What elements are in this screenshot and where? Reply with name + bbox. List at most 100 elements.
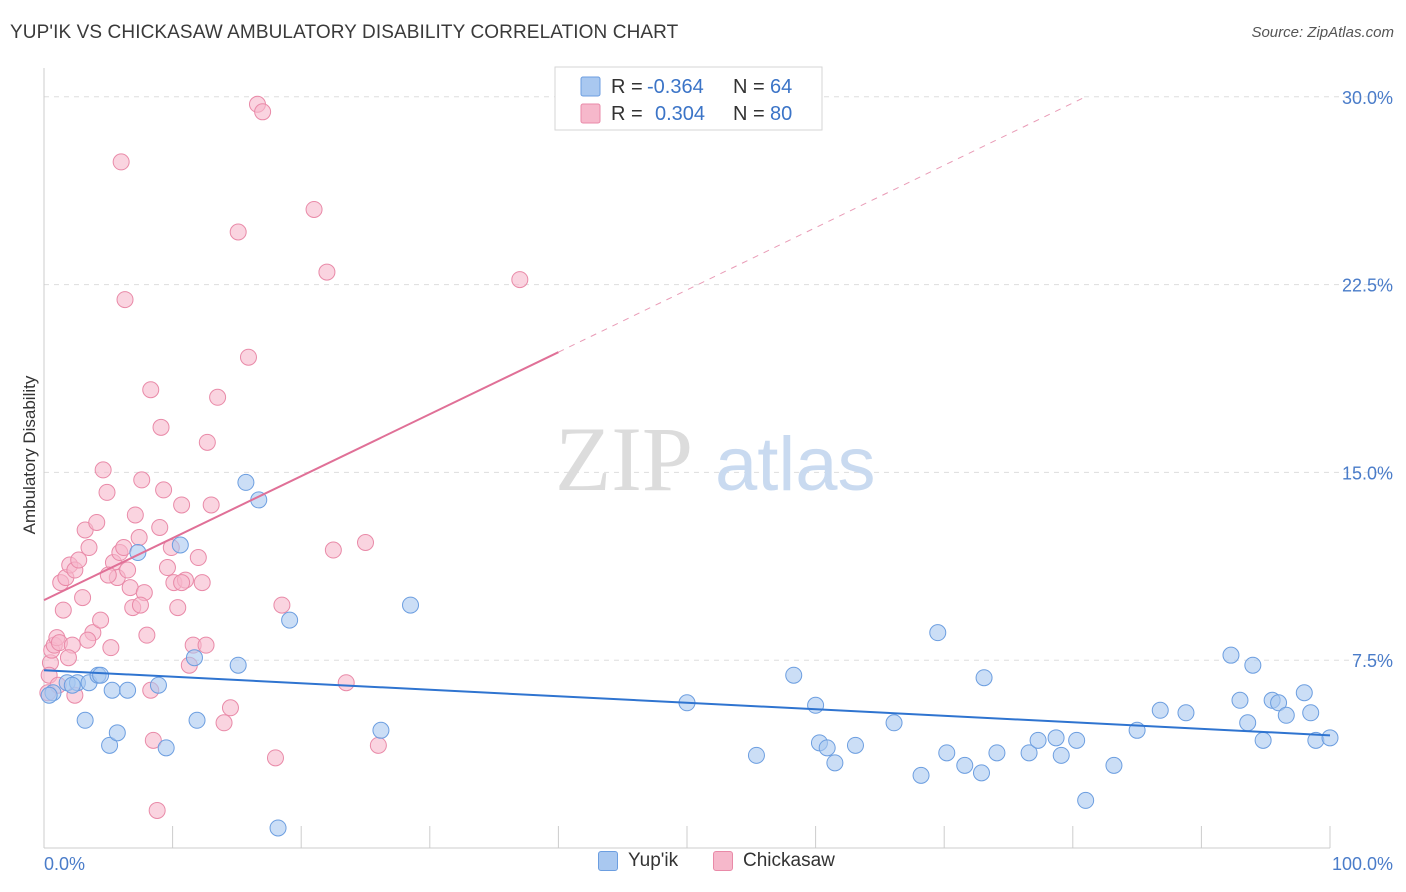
trend-lines <box>43 96 1331 737</box>
yupik-point-52 <box>1239 714 1257 732</box>
chickasaw-point-54 <box>229 223 247 241</box>
chickasaw-point-38 <box>155 481 173 499</box>
chickasaw-trend-line <box>43 351 559 601</box>
chickasaw-point-27 <box>121 579 139 597</box>
yupik-point-38 <box>972 764 990 782</box>
yupik-point-29 <box>818 739 836 757</box>
y-tick-label-1: 15.0% <box>1342 463 1393 483</box>
yupik-point-12 <box>149 676 167 694</box>
chickasaw-point-49 <box>198 433 216 451</box>
chickasaw-point-73 <box>131 596 149 614</box>
yupik-point-6 <box>92 666 110 684</box>
yupik-point-21 <box>281 611 299 629</box>
bottom-legend: Yup'ik Chickasaw <box>0 850 1406 880</box>
chickasaw-point-71 <box>173 574 191 592</box>
x-tick-labels: 0.0% 100.0% <box>44 854 1393 874</box>
x-tick-label-1: 100.0% <box>1332 854 1393 874</box>
legend-box: R = -0.364 N = 64 R = 0.304 N = 80 <box>554 66 823 131</box>
chickasaw-point-67 <box>112 153 130 171</box>
chickasaw-point-52 <box>215 714 233 732</box>
yupik-point-46 <box>1105 756 1123 774</box>
chickasaw-point-65 <box>369 736 387 754</box>
yupik-point-8 <box>103 681 121 699</box>
yupik-point-13 <box>157 739 175 757</box>
chickasaw-point-63 <box>337 674 355 692</box>
legend-r-value-1: -0.364 <box>647 76 704 98</box>
yupik-point-61 <box>1321 729 1339 747</box>
chickasaw-point-72 <box>197 636 215 654</box>
y-tick-label-3: 30.0% <box>1342 88 1393 108</box>
chickasaw-point-70 <box>152 418 170 436</box>
yupik-point-56 <box>1270 694 1288 712</box>
yupik-point-30 <box>826 754 844 772</box>
bottom-legend-chickasaw: Chickasaw <box>713 850 835 872</box>
chickasaw-point-66 <box>511 271 529 289</box>
grid-lines <box>44 96 1390 661</box>
legend-r-label-1: R = <box>611 76 643 98</box>
yupik-point-44 <box>1068 731 1086 749</box>
yupik-point-49 <box>1177 704 1195 722</box>
yupik-point-48 <box>1151 701 1169 719</box>
yupik-point-27 <box>807 696 825 714</box>
yupik-point-36 <box>956 756 974 774</box>
yupik-point-20 <box>269 819 287 837</box>
yupik-point-32 <box>885 714 903 732</box>
y-tick-labels: 7.5% 15.0% 22.5% 30.0% <box>1342 88 1393 671</box>
chickasaw-point-64 <box>357 534 374 552</box>
watermark-zip: ZIP <box>555 408 693 510</box>
yupik-point-53 <box>1244 656 1262 674</box>
chickasaw-point-48 <box>193 574 211 592</box>
chickasaw-point-29 <box>126 506 144 524</box>
chickasaw-point-57 <box>254 103 272 121</box>
chickasaw-point-33 <box>138 626 156 644</box>
chickasaw-point-59 <box>273 596 291 614</box>
chickasaw-point-69 <box>142 381 160 399</box>
yupik-point-62 <box>40 686 58 704</box>
yupik-point-51 <box>1231 691 1249 709</box>
chickasaw-point-43 <box>173 496 191 514</box>
chickasaw-point-18 <box>92 611 110 629</box>
chickasaw-point-21 <box>102 639 120 657</box>
yupik-point-10 <box>119 681 137 699</box>
yupik-point-59 <box>1302 704 1320 722</box>
chickasaw-trend-line-extension <box>558 96 1086 353</box>
x-tick-label-0: 0.0% <box>44 854 85 874</box>
chickasaw-point-47 <box>189 549 207 567</box>
axes <box>43 68 1331 849</box>
y-tick-label-2: 22.5% <box>1342 276 1393 296</box>
yupik-point-26 <box>785 666 803 684</box>
yupik-point-4 <box>76 711 94 729</box>
chickasaw-point-42 <box>169 599 187 617</box>
legend-swatch-yupik <box>580 76 601 97</box>
yupik-point-37 <box>975 669 993 687</box>
yupik-point-16 <box>188 711 206 729</box>
chickasaw-point-53 <box>221 699 239 717</box>
legend-n-label-2: N = <box>733 103 765 125</box>
legend-swatch-chickasaw <box>580 103 601 124</box>
y-axis-label: Ambulatory Disability <box>20 375 39 534</box>
yupik-point-39 <box>988 744 1006 762</box>
yupik-point-9 <box>108 724 126 742</box>
chickasaw-point-36 <box>148 801 166 819</box>
yupik-point-18 <box>237 473 255 491</box>
chickasaw-point-62 <box>324 541 342 559</box>
chickasaw-point-68 <box>116 291 134 309</box>
chickasaw-point-30 <box>130 528 148 546</box>
yupik-point-7 <box>101 736 119 754</box>
legend-n-value-2: 80 <box>770 103 792 125</box>
yupik-point-50 <box>1222 646 1240 664</box>
watermark-atlas: atlas <box>715 422 876 507</box>
yupik-point-40 <box>1020 744 1038 762</box>
chickasaw-point-25 <box>115 539 133 557</box>
chickasaw-point-50 <box>202 496 220 514</box>
yupik-point-35 <box>938 744 956 762</box>
yupik-point-45 <box>1077 791 1095 809</box>
yupik-point-31 <box>846 736 864 754</box>
bottom-legend-yupik-label: Yup'ik <box>628 850 679 871</box>
chickasaw-point-13 <box>74 589 92 607</box>
bottom-legend-chickasaw-label: Chickasaw <box>743 850 835 871</box>
chickasaw-point-26 <box>119 561 137 579</box>
chickasaw-swatch <box>713 851 733 871</box>
yupik-point-17 <box>229 656 247 674</box>
